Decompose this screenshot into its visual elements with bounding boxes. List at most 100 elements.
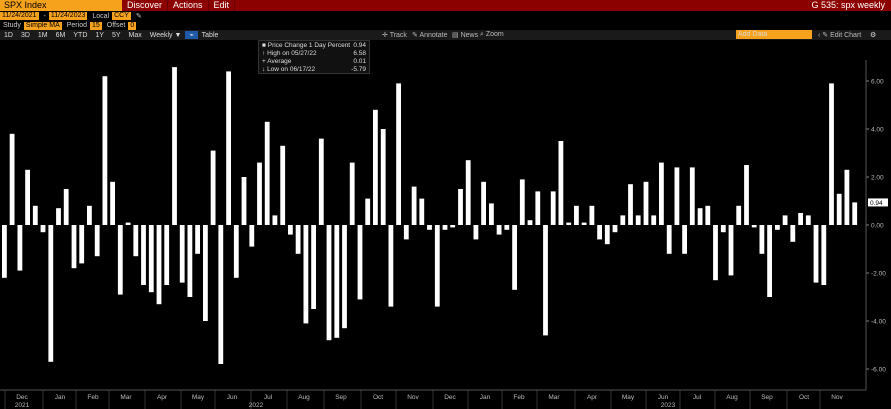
bar[interactable] [264,121,270,225]
bar[interactable] [659,162,664,225]
bar[interactable] [365,198,371,225]
news-button[interactable]: ▤ News [452,32,479,39]
bar[interactable] [187,225,193,297]
bar[interactable] [581,222,587,225]
bar[interactable] [334,225,340,338]
bar[interactable] [666,225,672,254]
edit-chart-button[interactable]: ‹ ✎ Edit Chart [818,32,862,39]
bar[interactable] [504,225,510,230]
bar[interactable] [110,181,115,225]
bar[interactable] [280,145,286,225]
bar[interactable] [651,215,657,225]
bar[interactable] [628,184,633,225]
bar[interactable] [172,67,177,225]
currency-field[interactable]: CCY [112,12,131,20]
bar[interactable] [342,225,347,329]
bar[interactable] [48,225,54,362]
bar[interactable] [233,225,239,278]
bar[interactable] [164,225,170,285]
bar[interactable] [117,225,123,295]
bar[interactable] [17,225,23,271]
range-1m[interactable]: 1M [37,31,48,39]
menu-discover[interactable]: Discover [122,0,169,11]
end-date-field[interactable]: 11/24/2023 [48,12,88,20]
bar[interactable] [403,225,409,240]
range-1y[interactable]: 1Y [95,31,104,39]
menu-edit[interactable]: Edit [209,0,236,11]
bar[interactable] [56,208,61,225]
bar[interactable] [179,225,185,283]
menu-actions[interactable]: Actions [168,0,209,11]
period-field[interactable]: 15 [89,21,102,30]
legend-box[interactable]: ■ Price Change 1 Day Percent 0.94 ↑ High … [258,40,370,74]
bar[interactable] [574,205,579,225]
annotate-button[interactable]: ✎ Annotate [412,32,448,39]
bar[interactable] [852,202,858,225]
bar[interactable] [759,225,765,254]
bar[interactable] [87,205,92,225]
bar[interactable] [133,225,139,257]
bar[interactable] [775,225,780,230]
bar[interactable] [604,225,610,245]
bar[interactable] [427,225,432,230]
bar[interactable] [844,169,850,225]
bar[interactable] [2,225,7,278]
settings-gear-icon[interactable]: ⚙ [870,32,877,39]
bar[interactable] [767,225,772,297]
bar[interactable] [210,150,216,225]
bar[interactable] [156,225,162,305]
bar[interactable] [782,215,788,225]
bar[interactable] [736,205,742,225]
bar[interactable] [373,109,378,225]
bar[interactable] [751,225,757,228]
track-button[interactable]: ✛ Track [382,32,407,39]
bar[interactable] [481,181,486,225]
add-data-input[interactable]: Add Data [736,30,812,39]
range-5y[interactable]: 5Y [111,31,121,39]
bar[interactable] [798,213,803,225]
bar[interactable] [411,186,417,225]
ticker-field[interactable]: SPX Index [0,0,122,11]
range-3d[interactable]: 3D [20,31,30,39]
offset-field[interactable]: 0 [128,21,137,30]
frequency-dropdown[interactable]: Weekly ▼ [149,31,182,39]
bar[interactable] [527,220,533,225]
bar[interactable] [512,225,517,290]
bar[interactable] [589,205,595,225]
bar[interactable] [620,215,626,225]
bar[interactable] [326,225,332,341]
bar[interactable] [357,225,363,300]
bar[interactable] [102,76,108,225]
study-field[interactable]: Simple MA [23,21,62,30]
bar[interactable] [535,191,541,225]
bar[interactable] [318,138,324,225]
bar[interactable] [550,191,556,225]
bar[interactable] [203,225,208,321]
bar[interactable] [489,203,494,225]
bar[interactable] [713,225,718,281]
bar[interactable] [465,160,471,225]
start-date-field[interactable]: 11/24/2021 [0,12,39,20]
bar[interactable] [195,225,200,254]
bar[interactable] [805,215,811,225]
bar[interactable] [349,162,355,225]
bar[interactable] [689,167,695,225]
bar[interactable] [25,169,30,225]
range-max[interactable]: Max [128,31,142,39]
range-6m[interactable]: 6M [55,31,66,39]
bar[interactable] [141,225,146,285]
bar[interactable] [125,222,131,225]
bar[interactable] [396,83,401,226]
bar[interactable] [79,225,85,264]
chart-type-icon[interactable]: ⌁ [185,31,198,39]
bar[interactable] [473,225,479,240]
bar[interactable] [836,193,842,225]
bar[interactable] [388,225,394,307]
bar[interactable] [635,215,641,225]
bar[interactable] [419,198,425,225]
bar[interactable] [458,189,463,225]
bar[interactable] [643,181,649,225]
bar[interactable] [32,205,38,225]
bar[interactable] [40,225,46,233]
range-1d[interactable]: 1D [4,31,13,39]
